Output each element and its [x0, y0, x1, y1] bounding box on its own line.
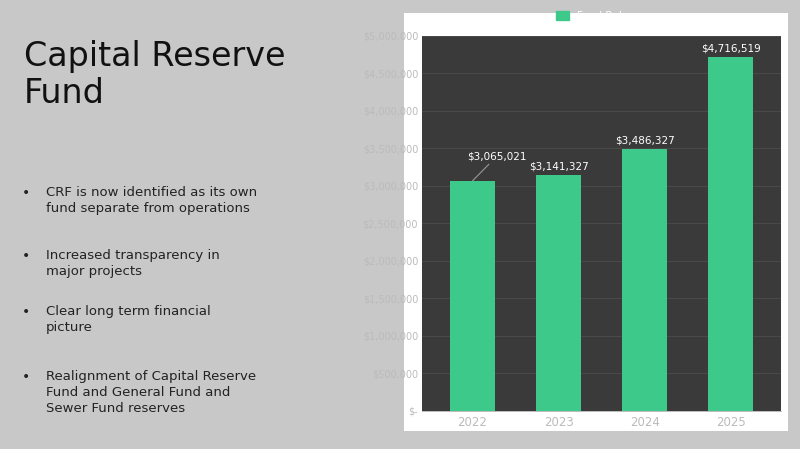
Text: Clear long term financial
picture: Clear long term financial picture	[46, 305, 210, 335]
Text: $3,065,021: $3,065,021	[466, 151, 526, 181]
Text: $4,716,519: $4,716,519	[701, 43, 761, 53]
Bar	[622, 150, 667, 411]
Text: Capital Reserve
Fund: Capital Reserve Fund	[24, 40, 286, 110]
Bar	[536, 175, 581, 411]
Text: $3,141,327: $3,141,327	[529, 161, 588, 171]
Text: Realignment of Capital Reserve
Fund and General Fund and
Sewer Fund reserves: Realignment of Capital Reserve Fund and …	[46, 370, 256, 415]
Text: •: •	[22, 370, 30, 384]
Text: •: •	[22, 186, 30, 200]
Bar	[450, 181, 494, 411]
Bar	[709, 57, 754, 411]
Text: •: •	[22, 249, 30, 263]
Legend: Fund Balance: Fund Balance	[556, 11, 647, 21]
Text: CRF is now identified as its own
fund separate from operations: CRF is now identified as its own fund se…	[46, 186, 257, 216]
Text: Increased transparency in
major projects: Increased transparency in major projects	[46, 249, 220, 278]
Text: $3,486,327: $3,486,327	[615, 135, 674, 145]
Text: •: •	[22, 305, 30, 319]
